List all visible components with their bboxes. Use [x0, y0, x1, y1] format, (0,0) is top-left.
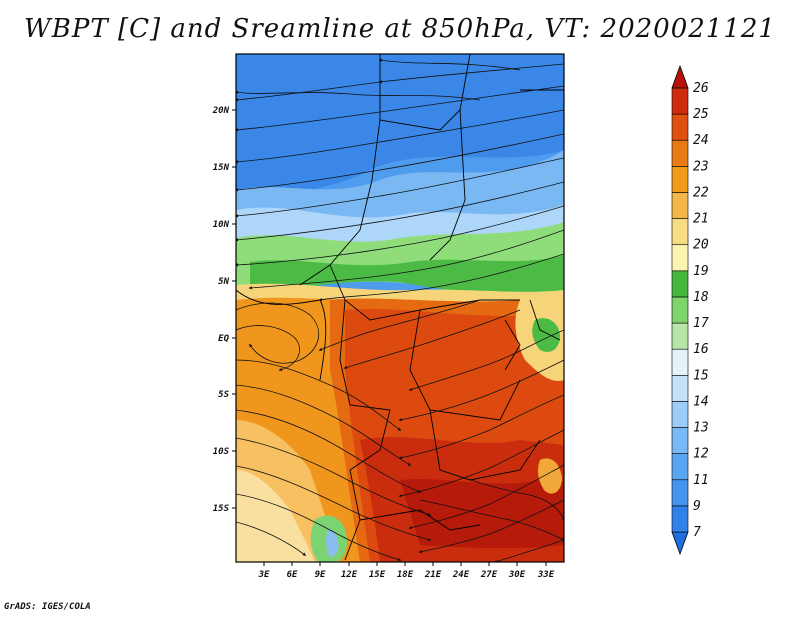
colorbar-label: 24: [693, 133, 709, 148]
colorbar-high-arrow: [671, 64, 689, 89]
colorbar-segment: [671, 244, 689, 272]
lon-tick-label: 27E: [480, 570, 498, 580]
lon-tick-label: 12E: [341, 570, 358, 580]
lon-tick-label: 24E: [452, 570, 470, 580]
lat-axis: 20N 15N 10N 5N EQ 5S 10S 15S: [212, 106, 236, 514]
lat-tick-label: 20N: [212, 106, 230, 116]
colorbar-segments: [671, 64, 689, 556]
colorbar-segment: [671, 374, 689, 402]
colorbar-label: 20: [693, 238, 709, 253]
wbpt-shading: [236, 54, 564, 562]
colorbar-label: 25: [693, 107, 709, 122]
lon-tick-label: 6E: [287, 570, 298, 580]
colorbar-label: 23: [693, 159, 709, 174]
colorbar-label: 9: [693, 499, 701, 514]
colorbar-label: 11: [693, 473, 709, 488]
colorbar-segment: [671, 166, 689, 193]
colorbar-labels: 7 9 11 12 13 14 15 16 17 18 19 20 21 22 23 24 25 26: [693, 81, 709, 540]
colorbar-label: 17: [693, 316, 709, 331]
lat-tick-label: 10S: [213, 447, 230, 457]
lon-tick-label: 33E: [537, 570, 555, 580]
colorbar-segment: [671, 505, 689, 533]
colorbar-low-arrow: [671, 531, 689, 556]
wind-streamlines: [236, 58, 564, 562]
colorbar-label: 16: [693, 342, 709, 357]
colorbar-segment: [671, 87, 689, 115]
colorbar-label: 12: [693, 447, 709, 462]
colorbar-segment: [671, 270, 689, 298]
colorbar-segment: [671, 322, 689, 350]
colorbar-segment: [671, 427, 689, 454]
lon-tick-label: 15E: [369, 570, 386, 580]
colorbar-segment: [671, 113, 689, 141]
grads-credit: GrADS: IGES/COLA: [4, 602, 91, 612]
lon-tick-label: 18E: [397, 570, 414, 580]
lon-tick-label: 9E: [315, 570, 326, 580]
chart-title: WBPT [C] and Sreamline at 850hPa, VT: 20…: [24, 14, 776, 44]
colorbar-segment: [671, 479, 689, 507]
lon-tick-label: 30E: [508, 570, 526, 580]
colorbar-label: 21: [693, 212, 709, 227]
lat-tick-label: 15N: [213, 163, 230, 173]
colorbar-segment: [671, 218, 689, 246]
lat-tick-label: 15S: [213, 504, 230, 514]
lat-tick-label: 10N: [213, 220, 230, 230]
colorbar-label: 14: [693, 394, 709, 409]
colorbar-label: 15: [693, 368, 709, 383]
colorbar-label: 7: [693, 525, 701, 540]
colorbar-label: 22: [693, 185, 709, 200]
colorbar-segment: [671, 453, 689, 481]
colorbar-segment: [671, 348, 689, 376]
colorbar-label: 19: [693, 264, 709, 279]
lon-tick-label: 21E: [424, 570, 442, 580]
colorbar-segment: [671, 192, 689, 219]
lat-tick-label: EQ: [218, 334, 229, 344]
colorbar-label: 13: [693, 421, 709, 436]
colorbar-segment: [671, 296, 689, 324]
map-frame: [235, 53, 565, 563]
colorbar: 7 9 11 12 13 14 15 16 17 18 19 20 21 22 23 24 25 26: [671, 64, 709, 556]
colorbar-segment: [671, 401, 689, 428]
colorbar-label: 18: [693, 290, 709, 305]
lon-tick-label: 3E: [258, 570, 270, 580]
lat-tick-label: 5N: [218, 277, 229, 287]
lat-tick-label: 5S: [218, 390, 229, 400]
colorbar-label: 26: [693, 81, 709, 96]
colorbar-segment: [671, 139, 689, 167]
lon-axis: 3E 6E 9E 12E 15E 18E 21E 24E 27E 30E 33E: [258, 562, 555, 580]
